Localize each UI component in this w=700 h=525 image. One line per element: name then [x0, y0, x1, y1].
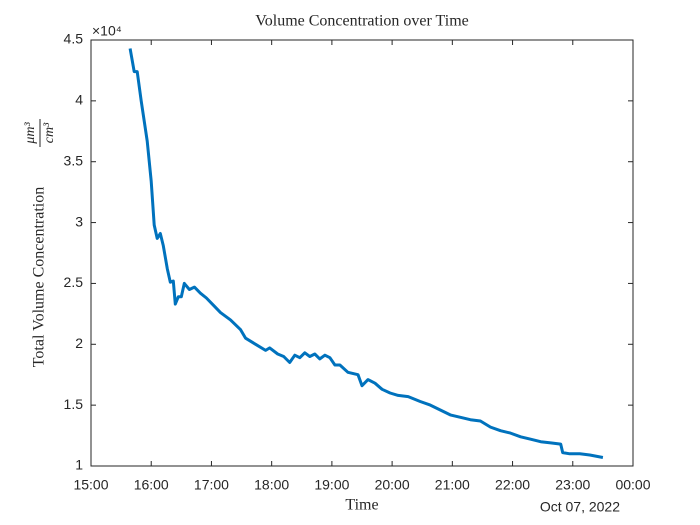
y-tick-label: 2.5: [64, 274, 84, 290]
x-tick-label: 23:00: [555, 477, 590, 493]
y-tick-label: 4: [75, 92, 83, 108]
x-tick-label: 16:00: [134, 477, 169, 493]
y-axis-label-group: Total Volume Concentration μm³ cm³: [23, 119, 57, 367]
x-tick-label: 00:00: [615, 477, 650, 493]
y-tick-label: 2: [75, 335, 83, 351]
y-tick-label: 4.5: [64, 31, 84, 47]
y-tick-label: 1.5: [64, 396, 84, 412]
y-axis-label: Total Volume Concentration: [31, 187, 48, 367]
y-tick-label: 1: [75, 457, 83, 473]
x-tick-label: 21:00: [435, 477, 470, 493]
y-unit-numerator: μm³: [23, 122, 38, 145]
x-tick-label: 20:00: [375, 477, 410, 493]
data-line: [128, 48, 604, 459]
y-tick-label: 3: [75, 213, 83, 229]
x-tick-label: 17:00: [194, 477, 229, 493]
x-tick-label: 22:00: [495, 477, 530, 493]
chart-title: Volume Concentration over Time: [255, 13, 468, 30]
y-unit-denominator: cm³: [42, 122, 57, 143]
x-axis-label: Time: [345, 497, 378, 514]
x-tick-label: 18:00: [254, 477, 289, 493]
y-tick-label: 3.5: [64, 152, 84, 168]
x-tick-label: 15:00: [73, 477, 108, 493]
date-label: Oct 07, 2022: [540, 499, 620, 515]
axes-box: [90, 39, 634, 467]
y-exponent-label: ×10⁴: [92, 23, 122, 39]
x-tick-label: 19:00: [314, 477, 349, 493]
